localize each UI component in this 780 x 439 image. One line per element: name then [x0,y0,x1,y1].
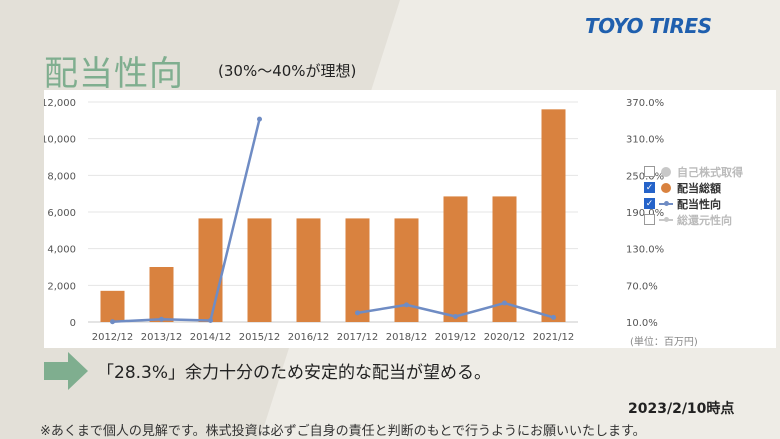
payout-point-2018/12 [404,302,409,308]
payout-point-2019/12 [453,314,458,319]
x-tick-label: 2017/12 [337,332,379,343]
company-logo: TOYO TIRES [585,14,712,38]
x-tick-label: 2020/12 [484,332,526,343]
bar-2013/12 [149,267,174,322]
y-right-tick-label: 370.0% [626,98,664,109]
x-tick-label: 2016/12 [288,332,330,343]
y-left-tick-label: 4,000 [47,245,76,256]
legend-label: 自己株式取得 [677,165,743,179]
y-right-tick-label: 10.0% [626,318,658,329]
arrow-icon [44,352,88,390]
y-left-tick-label: 2,000 [47,281,76,292]
legend-line-icon [659,198,673,210]
bar-2014/12 [198,218,223,322]
checkbox-unchecked-icon[interactable] [644,214,655,225]
bar-2021/12 [541,109,566,322]
y-right-tick-label: 70.0% [626,281,658,292]
legend-dot-icon [659,182,673,194]
payout-ratio-line-segment [112,118,261,323]
payout-point-2014/12 [208,317,213,323]
x-tick-label: 2014/12 [190,332,232,343]
summary-message: 「28.3%」余力十分のため安定的な配当が望める。 [97,363,492,383]
bar-2015/12 [247,218,272,322]
page-title: 配当性向 [44,54,184,94]
chart-panel: 0 2,000 4,000 6,000 8,000 10,000 12,000 10.0% 70… [44,90,776,348]
y-left-tick-label: 8,000 [47,171,76,182]
legend-label: 配当性向 [677,197,721,211]
unit-label: (単位：百万円) [630,337,698,348]
chart-legend: 自己株式取得 ✓ 配当総額 ✓ 配当性向総還元性向 [644,164,743,228]
checkbox-unchecked-icon[interactable] [644,166,655,177]
dividend-chart: 0 2,000 4,000 6,000 8,000 10,000 12,000 10.0% 70… [44,98,664,343]
x-tick-label: 2018/12 [386,332,428,343]
y-left-tick-label: 6,000 [47,208,76,219]
y-left-tick-label: 10,000 [44,135,76,146]
bar-2012/12 [100,290,125,322]
legend-dot-icon [659,166,673,178]
x-tick-label: 2015/12 [239,332,281,343]
y-right-tick-label: 190.0% [626,208,664,219]
y-right-tick-label: 310.0% [626,135,664,146]
as-of-date: 2023/2/10時点 [628,401,735,417]
legend-item[interactable]: ✓ 配当総額 [644,180,743,195]
x-tick-label: 2021/12 [533,332,575,343]
disclaimer-text: ※あくまで個人の見解です。株式投資は必ずご自身の責任と判断のもとで行うようにお願… [40,424,646,439]
legend-label: 総還元性向 [677,213,732,227]
payout-point-2012/12 [110,319,115,325]
x-tick-label: 2013/12 [141,332,183,343]
legend-item[interactable]: 総還元性向 [644,212,743,227]
x-tick-label: 2012/12 [92,332,134,343]
page-subtitle: (30%〜40%が理想) [218,62,357,80]
bar-2017/12 [345,218,370,322]
bar-2016/12 [296,218,321,322]
payout-point-2017/12 [355,310,360,316]
y-left-tick-label: 12,000 [44,98,76,109]
y-left-tick-label: 0 [70,318,76,329]
payout-point-2015/12 [257,116,262,122]
payout-point-2020/12 [502,300,507,306]
x-tick-label: 2019/12 [435,332,477,343]
y-right-tick-label: 130.0% [626,245,664,256]
bar-2019/12 [443,196,468,322]
payout-point-2021/12 [551,314,556,320]
checkbox-checked-icon[interactable]: ✓ [644,182,655,193]
legend-item[interactable]: ✓ 配当性向 [644,196,743,211]
legend-item[interactable]: 自己株式取得 [644,164,743,179]
legend-line-icon [659,214,673,226]
legend-label: 配当総額 [677,181,721,195]
checkbox-checked-icon[interactable]: ✓ [644,198,655,209]
payout-point-2013/12 [159,316,164,322]
